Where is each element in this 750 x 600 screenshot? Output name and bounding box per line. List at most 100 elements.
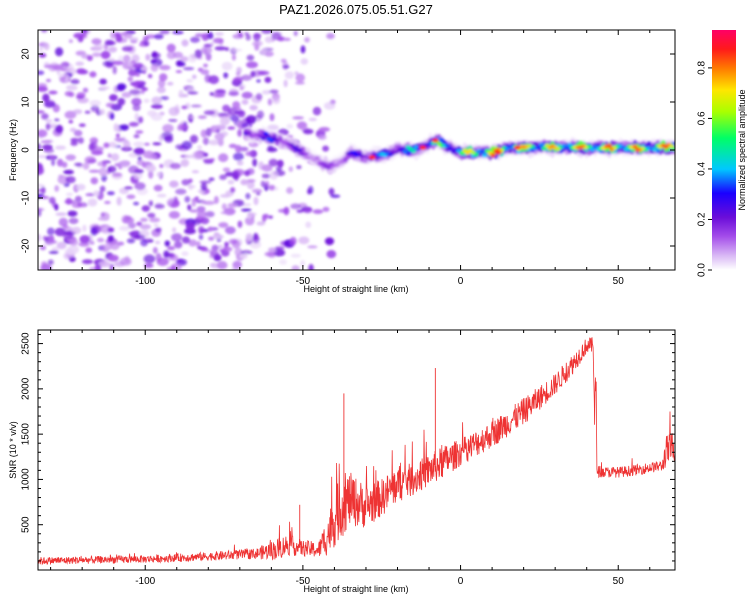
noise-blob [167,246,176,251]
noise-blob [156,257,169,266]
noise-blob [89,240,95,245]
noise-blob [180,159,190,167]
noise-blob [55,124,64,134]
noise-blob [40,140,52,144]
signal-segment [303,152,309,156]
noise-blob [42,93,50,103]
noise-blob [107,254,119,262]
noise-blob [191,151,204,160]
noise-blob [224,226,236,235]
signal-segment [567,142,573,147]
noise-blob [133,62,144,69]
noise-blob [77,137,84,144]
noise-blob [107,235,114,243]
noise-blob [198,234,204,240]
noise-blob [245,115,257,124]
noise-blob [142,35,149,42]
noise-blob [123,140,131,150]
noise-blob [54,227,66,237]
noise-blob [68,39,73,43]
noise-blob [261,30,273,34]
noise-blob [181,251,189,256]
noise-blob [166,43,176,53]
noise-blob [168,211,180,219]
noise-blob [44,242,55,246]
noise-blob [54,118,60,122]
noise-blob [79,35,84,42]
noise-blob [208,139,220,146]
noise-blob [105,102,115,108]
noise-blob [169,180,179,188]
noise-blob [237,160,244,166]
noise-blob [241,208,252,212]
noise-blob [215,89,226,94]
noise-blob [199,180,212,184]
noise-blob [90,177,99,185]
noise-blob [145,53,151,61]
snr-panel: -100 -50 0 50 500 1000 1500 2000 2500 Height of… [8,329,676,594]
noise-blob [264,251,276,257]
noise-blob [148,200,154,207]
noise-blob [73,129,83,137]
noise-blob [203,200,216,205]
noise-blob [70,137,79,143]
noise-blob [178,89,184,98]
noise-blob [162,124,174,133]
y-tick-label: -10 [21,190,32,205]
noise-blob [105,243,110,252]
noise-blob [82,224,87,232]
noise-blob [116,83,127,91]
noise-blob [81,259,94,265]
noise-blob [47,259,54,265]
noise-blob [128,231,137,236]
noise-blob [153,34,164,40]
noise-blob [268,158,279,167]
noise-blob [241,91,253,99]
noise-blob [61,161,68,168]
noise-blob [172,31,184,35]
noise-blob [256,221,266,226]
snr-y-ticks: 500 1000 1500 2000 2500 [21,332,675,562]
noise-blob [197,145,203,150]
noise-blob [260,180,266,188]
noise-blob [147,239,154,243]
noise-blob [290,253,301,258]
noise-blob [182,67,195,71]
noise-blob [219,174,227,180]
noise-blob [54,185,60,192]
noise-blob [318,126,331,132]
noise-blob [49,235,55,243]
noise-blob [56,158,64,167]
noise-blob [300,260,306,267]
noise-blob [175,70,183,74]
noise-blob [237,220,243,228]
signal-segment [490,153,496,158]
spectrogram-x-label: Height of straight line (km) [303,284,408,294]
noise-blob [143,254,156,264]
noise-blob [246,179,256,183]
noise-blob [264,76,272,83]
noise-blob [94,264,102,270]
noise-blob [147,212,156,218]
signal-segment [459,151,465,156]
y-tick-label: 20 [21,48,32,60]
noise-blob [87,158,97,164]
noise-blob [293,30,298,36]
noise-blob [159,73,168,82]
signal-segment [652,147,658,152]
noise-blob [180,56,189,62]
noise-blob [235,107,242,111]
noise-blob [323,102,336,110]
noise-blob [60,76,67,81]
noise-blob [38,166,45,175]
signal-segment [402,149,408,154]
noise-blob [184,228,196,235]
noise-blob [64,91,73,97]
noise-blob [140,89,145,95]
signal-segment [535,145,542,150]
noise-blob [232,260,242,269]
signal-peak [419,145,427,150]
snr-line [38,337,675,566]
noise-blob [77,202,88,208]
noise-blob [194,196,199,200]
